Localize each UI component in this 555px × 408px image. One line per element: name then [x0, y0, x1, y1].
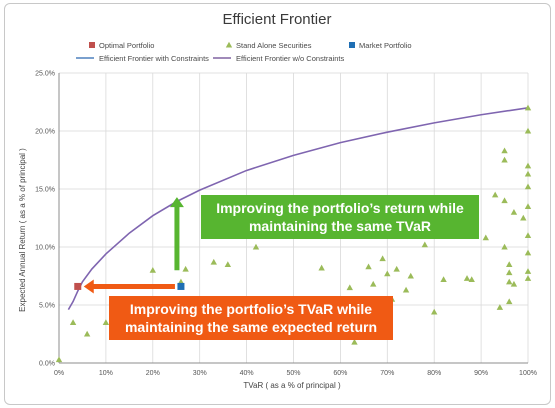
security-point — [524, 232, 532, 238]
security-point — [501, 147, 508, 154]
legend-label: Optimal Portfolio — [99, 41, 154, 50]
security-point — [407, 272, 414, 279]
x-tick-label: 80% — [427, 370, 441, 377]
security-point — [69, 319, 77, 325]
security-point — [177, 278, 185, 285]
x-tick-label: 100% — [519, 370, 537, 377]
security-point — [463, 275, 471, 281]
security-point — [506, 261, 513, 267]
security-point — [510, 209, 518, 215]
x-tick-label: 0% — [54, 370, 64, 377]
security-point — [224, 261, 232, 267]
y-tick-label: 15.0% — [35, 187, 55, 194]
security-point — [431, 308, 438, 315]
legend-label: Efficient Frontier with Constraints — [99, 54, 209, 63]
legend-square-marker — [89, 42, 95, 48]
security-point — [501, 197, 508, 204]
x-axis-label: TVaR ( as a % of principal ) — [243, 381, 341, 390]
legend: Optimal Portfolio Stand Alone Securities M… — [76, 41, 412, 63]
x-tick-label: 40% — [240, 370, 254, 377]
security-point — [252, 243, 260, 250]
security-point — [501, 243, 508, 250]
security-point — [524, 268, 532, 274]
legend-triangle-marker — [225, 41, 233, 48]
security-point — [524, 249, 532, 256]
security-point — [384, 270, 391, 277]
security-point — [524, 104, 532, 111]
security-point — [506, 269, 513, 276]
y-tick-label: 10.0% — [35, 245, 55, 252]
security-point — [506, 298, 513, 305]
axes — [58, 73, 528, 364]
security-point — [491, 191, 499, 198]
legend-square-marker — [349, 42, 355, 48]
legend-label: Market Portfolio — [359, 41, 412, 50]
legend-label: Stand Alone Securities — [236, 41, 312, 50]
tick-labels: 0.0% 5.0% 10.0% 15.0% 20.0% 25.0% 0% 10% 20% 30% 4… — [35, 71, 537, 378]
y-tick-label: 5.0% — [39, 303, 55, 310]
optimal-portfolio-marker — [74, 282, 82, 290]
annotation-return-callout: Improving the portfolio’s return while m… — [201, 195, 479, 239]
x-tick-label: 70% — [380, 370, 394, 377]
security-point — [83, 330, 91, 337]
security-point — [393, 265, 400, 272]
security-point — [55, 356, 63, 363]
green-arrow-head — [169, 197, 184, 208]
chart-title: Efficient Frontier — [223, 11, 332, 28]
security-point — [520, 214, 527, 221]
security-point — [149, 267, 156, 273]
security-point — [402, 286, 410, 293]
annotation-tvar-callout: Improving the portfolio’s TVaR while mai… — [109, 296, 393, 340]
security-point — [210, 258, 217, 265]
security-point — [102, 319, 110, 325]
security-point — [501, 156, 508, 163]
security-point — [379, 255, 386, 262]
security-point — [524, 170, 532, 177]
y-tick-label: 20.0% — [35, 129, 55, 136]
y-axis-label: Expected Annual Return ( as a % of princ… — [18, 148, 27, 312]
security-point — [346, 284, 353, 291]
y-tick-label: 0.0% — [39, 361, 55, 368]
x-tick-label: 60% — [333, 370, 347, 377]
security-point — [318, 264, 325, 271]
security-point — [506, 278, 513, 285]
y-tick-label: 25.0% — [35, 71, 55, 78]
security-point — [524, 162, 532, 169]
x-tick-label: 20% — [146, 370, 160, 377]
security-point — [421, 241, 429, 248]
market-portfolio-marker — [177, 282, 185, 290]
x-tick-label: 50% — [286, 370, 300, 377]
security-point — [482, 234, 489, 241]
x-tick-label: 90% — [474, 370, 488, 377]
security-point — [510, 280, 518, 287]
x-tick-label: 30% — [193, 370, 207, 377]
security-point — [440, 276, 447, 283]
security-point — [524, 275, 532, 281]
security-point — [370, 280, 377, 287]
security-point — [524, 127, 532, 134]
security-point — [524, 183, 532, 190]
annotation-arrows — [83, 197, 184, 294]
legend-label: Efficient Frontier w/o Constraints — [236, 54, 344, 63]
orange-arrow-head — [83, 279, 94, 294]
security-point — [365, 263, 372, 270]
security-point — [351, 338, 358, 345]
security-point — [182, 265, 189, 272]
security-point — [468, 276, 475, 283]
x-tick-label: 10% — [99, 370, 113, 377]
efficient-frontier-line — [67, 107, 529, 311]
security-point — [496, 304, 504, 310]
security-point — [524, 203, 532, 209]
